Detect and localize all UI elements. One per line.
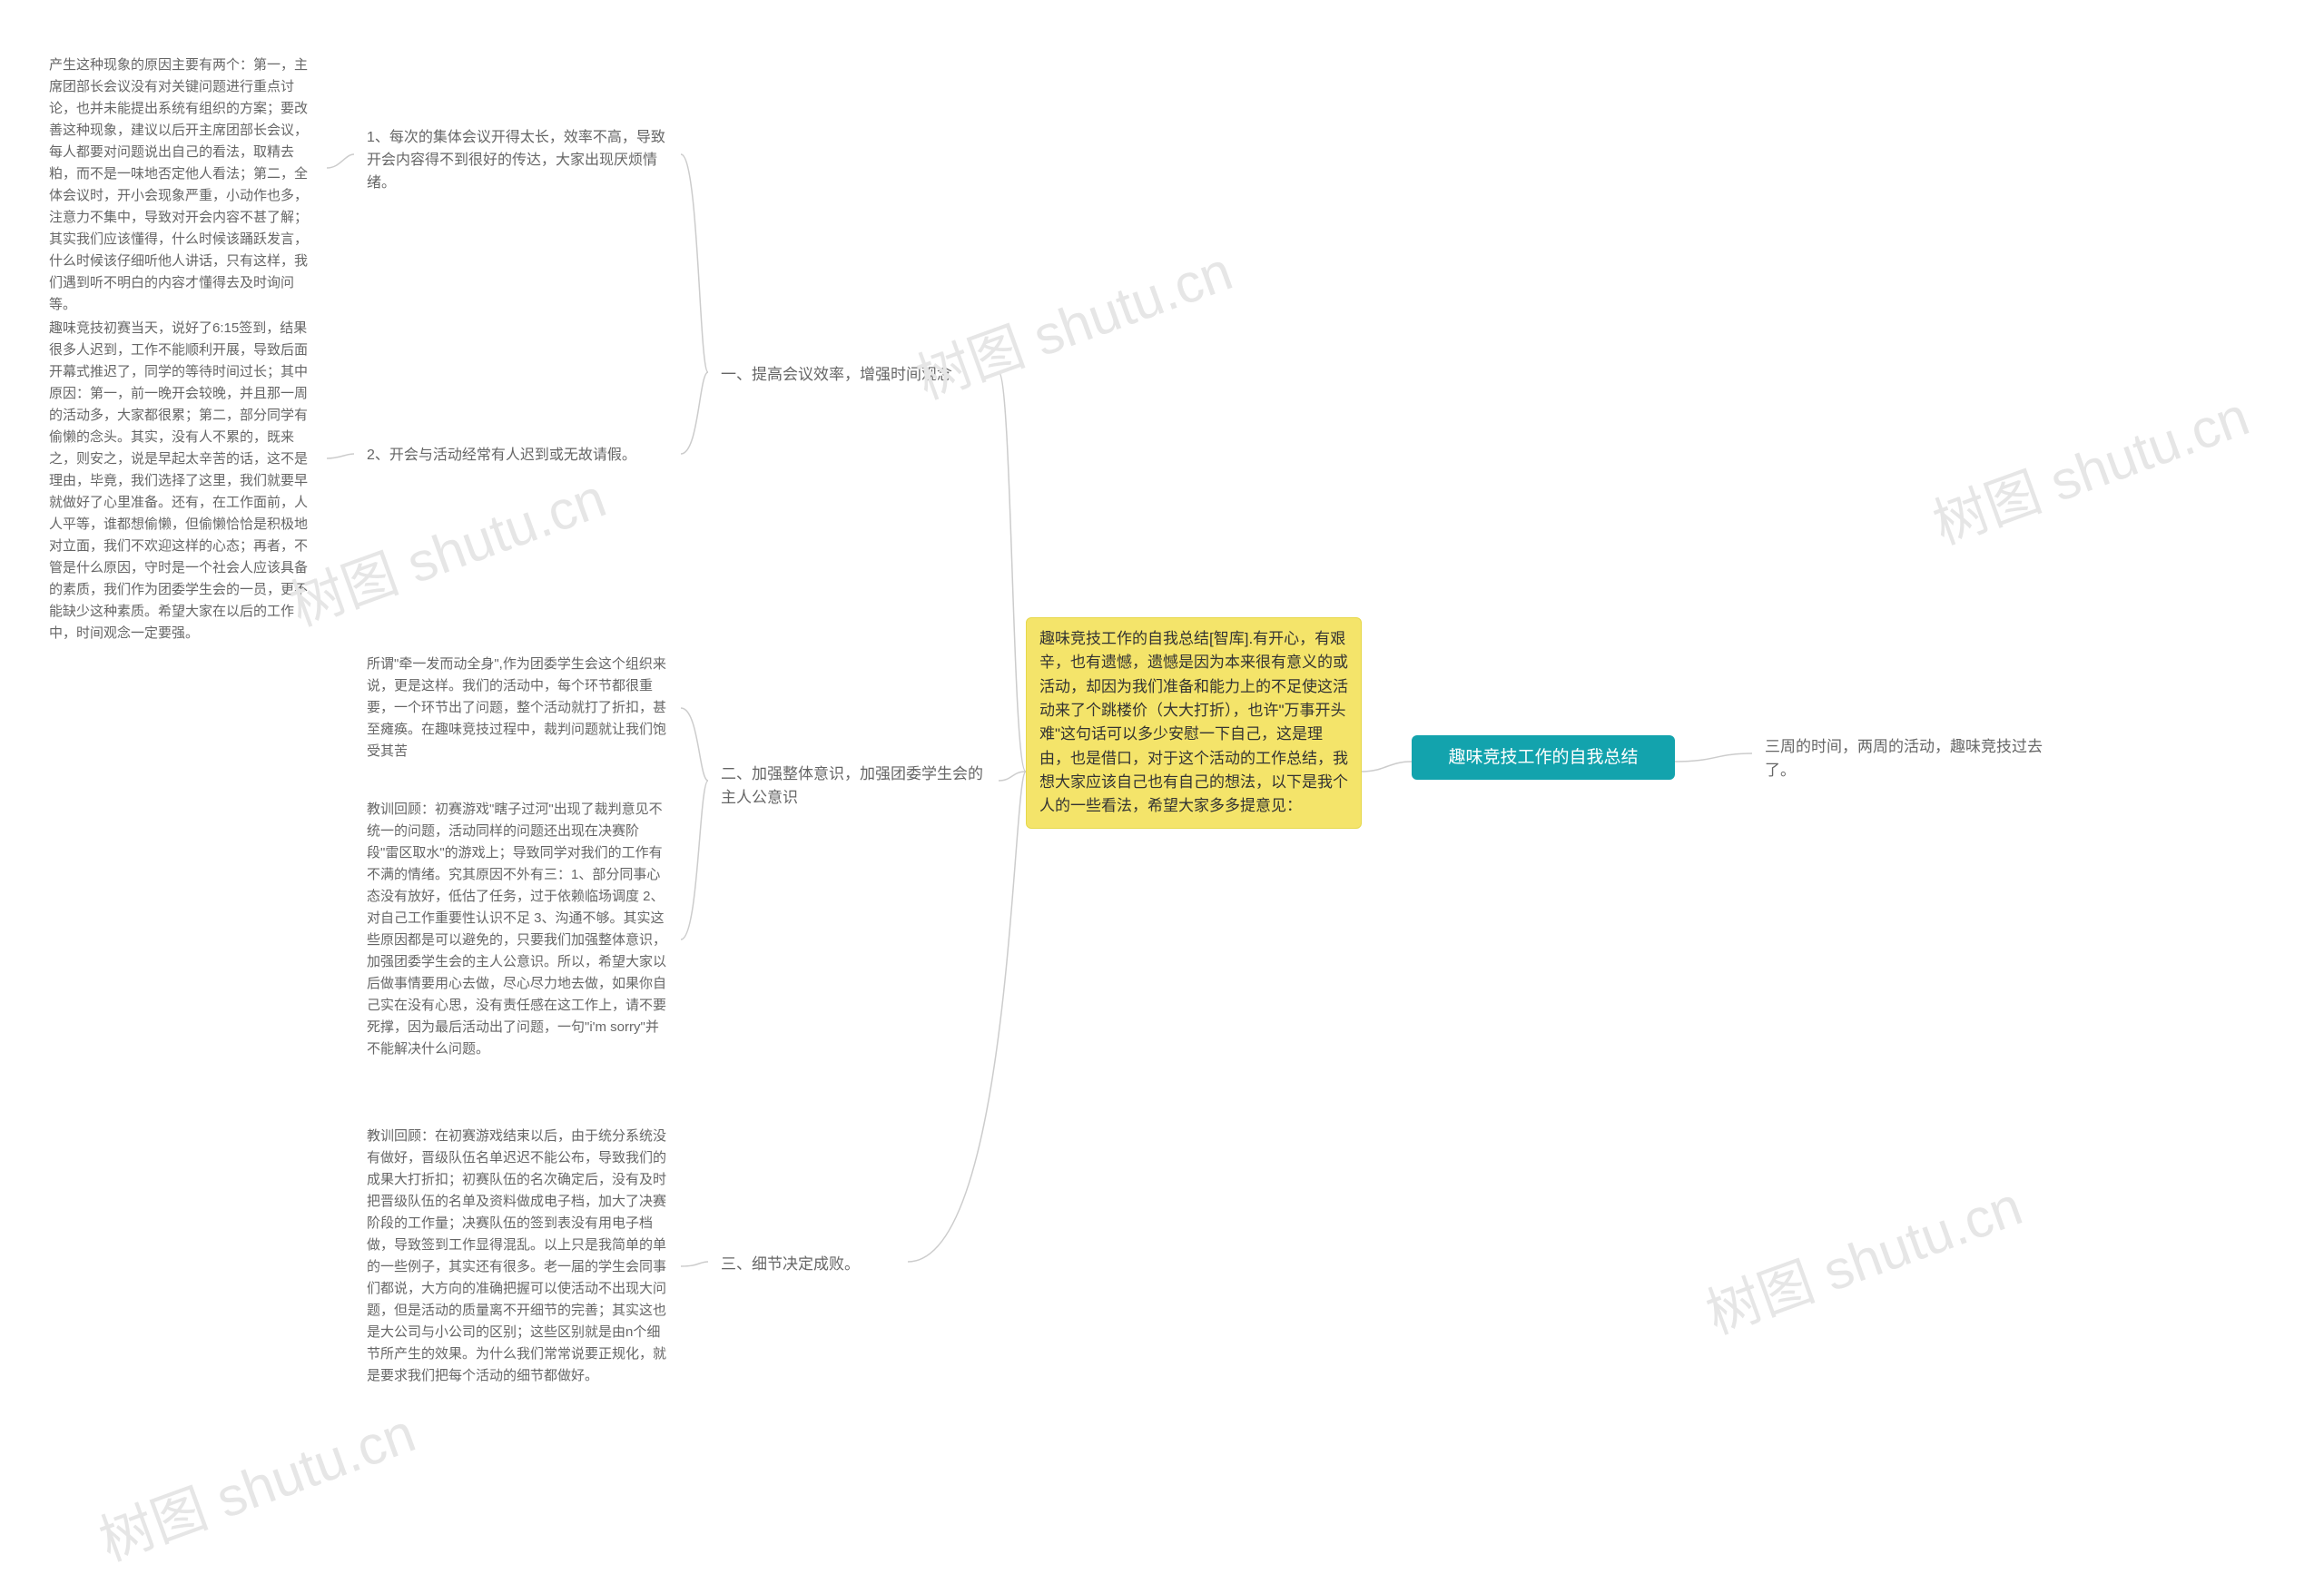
branch-1-sub-1[interactable]: 1、每次的集体会议开得太长，效率不高，导致开会内容得不到很好的传达，大家出现厌烦… <box>354 118 681 203</box>
root-node[interactable]: 趣味竞技工作的自我总结 <box>1412 735 1675 780</box>
branch-1[interactable]: 一、提高会议效率，增强时间观念 <box>708 354 999 396</box>
branch-1-sub-2[interactable]: 2、开会与活动经常有人迟到或无故请假。 <box>354 436 681 477</box>
branch-3-sub-1[interactable]: 教训回顾：在初赛游戏结束以后，由于统分系统没有做好，晋级队伍名单迟迟不能公布，导… <box>354 1117 681 1396</box>
branch-2-sub-1[interactable]: 所谓"牵一发而动全身",作为团委学生会这个组织来说，更是这样。我们的活动中，每个… <box>354 644 681 772</box>
intro-node[interactable]: 趣味竞技工作的自我总结[智库].有开心，有艰辛，也有遗憾，遗憾是因为本来很有意义… <box>1026 617 1362 829</box>
branch-2[interactable]: 二、加强整体意识，加强团委学生会的主人公意识 <box>708 753 999 820</box>
watermark: 树图 shutu.cn <box>278 454 615 641</box>
branch-1-sub-2-leaf[interactable]: 趣味竞技初赛当天，说好了6:15签到，结果很多人迟到，工作不能顺利开展，导致后面… <box>36 309 327 654</box>
branch-2-sub-2[interactable]: 教训回顾：初赛游戏"瞎子过河"出现了裁判意见不统一的问题，活动同样的问题还出现在… <box>354 790 681 1069</box>
branch-1-sub-1-leaf[interactable]: 产生这种现象的原因主要有两个：第一，主席团部长会议没有对关键问题进行重点讨论，也… <box>36 45 327 325</box>
watermark: 树图 shutu.cn <box>1921 372 2258 559</box>
right-leaf-node[interactable]: 三周的时间，两周的活动，趣味竞技过去了。 <box>1752 726 2079 792</box>
branch-3[interactable]: 三、细节决定成败。 <box>708 1244 908 1285</box>
watermark: 树图 shutu.cn <box>87 1389 424 1574</box>
watermark: 树图 shutu.cn <box>1694 1162 2031 1349</box>
